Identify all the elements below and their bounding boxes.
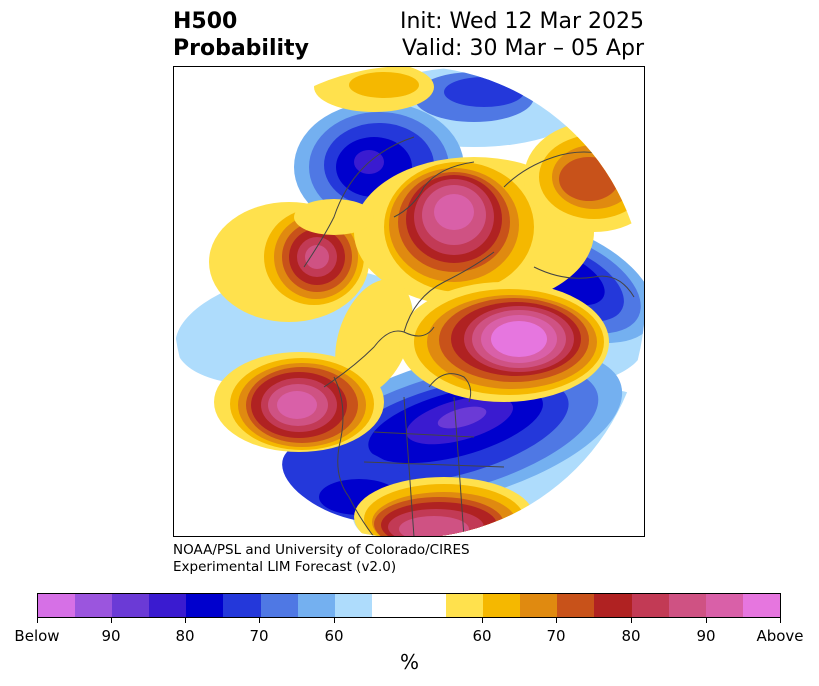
map-title: H500 Probability — [173, 8, 309, 62]
colorbar-segment — [705, 594, 743, 617]
colorbar-segment — [557, 594, 595, 617]
colorbar-tick-label: 70 — [546, 627, 566, 645]
colorbar-segment — [483, 594, 521, 617]
colorbar-tick-mark — [482, 618, 483, 623]
colorbar-tick-mark — [111, 618, 112, 623]
valid-date: Valid: 30 Mar – 05 Apr — [402, 36, 644, 61]
colorbar-tick-mark — [631, 618, 632, 623]
colorbar-segment — [742, 594, 780, 617]
colorbar-segment — [223, 594, 261, 617]
colorbar-segment — [594, 594, 632, 617]
colorbar-tick-label: 70 — [249, 627, 269, 645]
colorbar-tick-mark — [37, 618, 38, 623]
southeast-us-high — [354, 477, 534, 536]
credit-line-2: Experimental LIM Forecast (v2.0) — [173, 559, 397, 575]
colorbar-tick-label: Above — [756, 627, 804, 645]
colorbar-tick-label: 90 — [696, 627, 716, 645]
colorbar-tick-label: Below — [14, 627, 60, 645]
colorbar — [37, 593, 781, 618]
forecast-dates: Init: Wed 12 Mar 2025 Valid: 30 Mar – 05… — [400, 8, 644, 62]
colorbar-unit: % — [399, 650, 419, 674]
colorbar-tick-mark — [706, 618, 707, 623]
colorbar-tick-mark — [185, 618, 186, 623]
colorbar-segment — [297, 594, 335, 617]
colorbar-tick-label: 60 — [472, 627, 492, 645]
colorbar-segment — [520, 594, 558, 617]
colorbar-segment — [75, 594, 113, 617]
colorbar-tick-mark — [334, 618, 335, 623]
credit-text: NOAA/PSL and University of Colorado/CIRE… — [173, 542, 470, 576]
coastlines — [303, 136, 635, 536]
title-line-1: H500 — [173, 9, 238, 34]
colorbar-segment — [112, 594, 150, 617]
colorbar-tick-label: 80 — [175, 627, 195, 645]
colorbar-tick-label: 60 — [324, 627, 344, 645]
title-line-2: Probability — [173, 36, 309, 61]
colorbar-segment — [371, 594, 447, 617]
colorbar-segment — [446, 594, 484, 617]
colorbar-segment — [149, 594, 187, 617]
probability-map — [173, 66, 645, 537]
colorbar-segment — [186, 594, 224, 617]
north-atlantic-high — [399, 282, 609, 402]
colorbar-segment — [631, 594, 669, 617]
colorbar-segment — [668, 594, 706, 617]
colorbar-tick-mark — [780, 618, 781, 623]
colorbar-segment — [334, 594, 372, 617]
colorbar-tick-label: 80 — [621, 627, 641, 645]
colorbar-segment — [260, 594, 298, 617]
credit-line-1: NOAA/PSL and University of Colorado/CIRE… — [173, 542, 470, 558]
init-date: Init: Wed 12 Mar 2025 — [399, 9, 644, 34]
colorbar-segment — [38, 594, 76, 617]
colorbar-tick-mark — [556, 618, 557, 623]
north-atlantic-blue — [414, 72, 534, 122]
colorbar-tick-mark — [259, 618, 260, 623]
north-pacific-high — [214, 352, 384, 452]
colorbar-tick-label: 90 — [101, 627, 121, 645]
